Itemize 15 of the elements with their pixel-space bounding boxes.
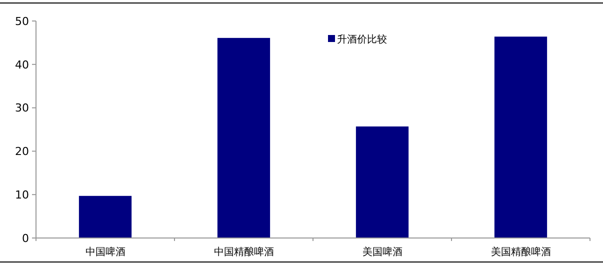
bar — [494, 36, 548, 238]
x-tick-label: 美国啤酒 — [362, 246, 402, 258]
x-tick-label: 中国精酿啤酒 — [214, 246, 274, 258]
bar — [217, 38, 270, 238]
bar — [356, 126, 409, 238]
legend-label: 升酒价比较 — [337, 34, 387, 46]
y-tick-label: 10 — [15, 188, 29, 202]
y-tick-label: 40 — [15, 58, 29, 72]
y-tick-label: 0 — [22, 232, 29, 245]
x-tick-label: 美国精酿啤酒 — [490, 246, 551, 258]
x-tick-label: 中国啤酒 — [85, 246, 126, 258]
bar — [78, 196, 132, 238]
y-tick-label: 30 — [15, 102, 29, 115]
y-tick-label: 50 — [15, 14, 29, 28]
y-tick-label: 20 — [15, 145, 29, 158]
